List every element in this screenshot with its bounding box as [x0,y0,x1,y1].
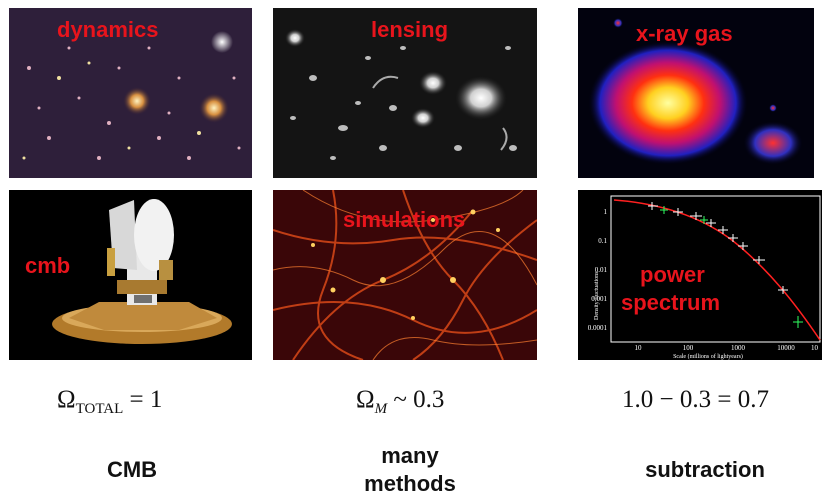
caption-cmb: CMB [106,457,158,482]
simulations-label: simulations [343,207,466,232]
power-spectrum-image: Density fluctuations 1 0.1 0.01 0.001 0.… [578,190,822,360]
power-label-line1: power [640,262,705,287]
subtraction-equation: 1.0 − 0.3 = 0.7 [622,386,769,413]
power-xtick: 10 [635,344,643,352]
galaxy-cluster-picture [9,8,252,178]
power-xtick: 10 [811,344,819,352]
caption-methods: many methods [330,442,490,498]
cmb-label: cmb [25,253,71,278]
dynamics-image: dynamics [9,8,252,178]
lensing-label: lensing [371,17,449,42]
lensing-cluster-picture [273,8,537,178]
power-xlabel: Scale (millions of lightyears) [673,353,743,360]
equation-rest: = 1 [123,386,163,413]
xray-emission-picture [578,8,814,178]
omega-total-equation: ΩTOTAL = 1 [57,386,162,418]
power-xtick: 1000 [731,344,746,352]
xray-label: x-ray gas [636,21,733,46]
caption-methods-line2: methods [364,471,456,496]
power-spectrum-curve [613,199,821,341]
power-ytick: 0.1 [598,237,607,245]
simulations-image: simulations [273,190,537,360]
omega-symbol: Ω [57,386,76,413]
power-xtick: 100 [683,344,694,352]
power-label-line2: spectrum [621,290,721,315]
power-ytick: 0.01 [595,266,608,274]
satellite-picture [9,190,252,360]
dynamics-label: dynamics [57,17,159,42]
omega-symbol: Ω [356,386,375,413]
power-ytick: 0.001 [591,295,607,303]
power-spectrum-plot: Density fluctuations 1 0.1 0.01 0.001 0.… [578,190,822,360]
data-points [648,202,788,294]
omega-subscript: M [374,401,388,417]
equation-rest: ~ 0.3 [387,386,445,413]
power-xtick: 10000 [777,344,795,352]
caption-subtraction: subtraction [645,457,765,482]
power-ytick: 0.0001 [588,324,608,332]
cmb-image: cmb [9,190,252,360]
caption-methods-line1: many [381,443,439,468]
omega-subscript: TOTAL [75,401,124,417]
xray-image: x-ray gas [578,8,814,178]
lensing-image: lensing [273,8,537,178]
power-ytick: 1 [604,208,608,216]
omega-matter-equation: ΩM ~ 0.3 [356,386,444,418]
cosmic-web-picture [273,190,537,360]
power-ylabel: Density fluctuations [593,271,600,320]
